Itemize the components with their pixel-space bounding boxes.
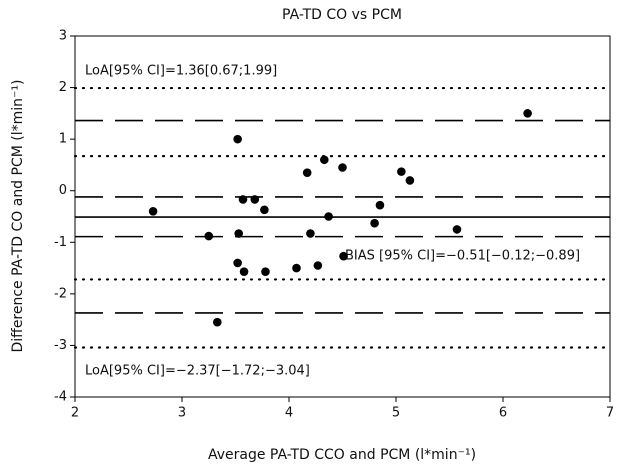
data-point bbox=[233, 258, 242, 268]
x-tick-label: 7 bbox=[606, 406, 614, 421]
data-point bbox=[148, 207, 158, 216]
data-point bbox=[233, 134, 242, 144]
annotation: LoA[95% CI]=−2.37[−1.72;−3.04] bbox=[85, 364, 310, 379]
data-point bbox=[324, 212, 333, 221]
data-point bbox=[302, 168, 312, 177]
data-point bbox=[292, 263, 301, 273]
data-point bbox=[313, 261, 323, 270]
y-tick-label: -4 bbox=[54, 390, 67, 405]
data-point bbox=[238, 195, 248, 204]
y-tick-label: 2 bbox=[59, 80, 67, 95]
data-point bbox=[260, 205, 269, 215]
data-point bbox=[338, 163, 347, 172]
y-tick-label: -1 bbox=[54, 235, 67, 250]
data-point bbox=[306, 229, 315, 238]
data-point bbox=[204, 231, 214, 241]
x-tick-label: 6 bbox=[499, 406, 507, 421]
x-tick-label: 5 bbox=[392, 406, 400, 421]
data-point bbox=[250, 195, 260, 204]
annotation-bg bbox=[342, 247, 584, 265]
y-axis-label: Difference PA-TD CO and PCM (l*min⁻¹) bbox=[10, 80, 26, 353]
data-point bbox=[320, 155, 329, 165]
data-point bbox=[213, 317, 222, 327]
data-point bbox=[339, 251, 348, 261]
y-tick-label: 0 bbox=[59, 183, 67, 198]
data-point bbox=[397, 167, 406, 176]
annotation: BIAS [95% CI]=−0.51[−0.12;−0.89] bbox=[345, 249, 580, 264]
y-tick-label: -3 bbox=[54, 338, 67, 353]
data-point bbox=[452, 225, 462, 234]
annotation-bg bbox=[82, 362, 313, 380]
x-tick-label: 4 bbox=[285, 406, 293, 421]
y-tick-label: -2 bbox=[54, 286, 67, 301]
chart-title: PA-TD CO vs PCM bbox=[282, 7, 402, 23]
data-point bbox=[405, 176, 415, 185]
y-tick-label: 3 bbox=[59, 29, 67, 44]
x-axis-label: Average PA-TD CCO and PCM (l*min⁻¹) bbox=[208, 447, 476, 463]
data-point bbox=[523, 109, 532, 118]
data-point bbox=[370, 218, 379, 228]
data-point bbox=[375, 200, 385, 210]
data-point bbox=[239, 267, 249, 276]
x-tick-label: 3 bbox=[178, 406, 186, 421]
data-point bbox=[261, 267, 270, 276]
x-tick-label: 2 bbox=[71, 406, 79, 421]
annotation-bg bbox=[82, 62, 281, 80]
annotation: LoA[95% CI]=1.36[0.67;1.99] bbox=[85, 64, 277, 79]
data-point bbox=[234, 229, 244, 238]
y-tick-label: 1 bbox=[59, 132, 67, 147]
